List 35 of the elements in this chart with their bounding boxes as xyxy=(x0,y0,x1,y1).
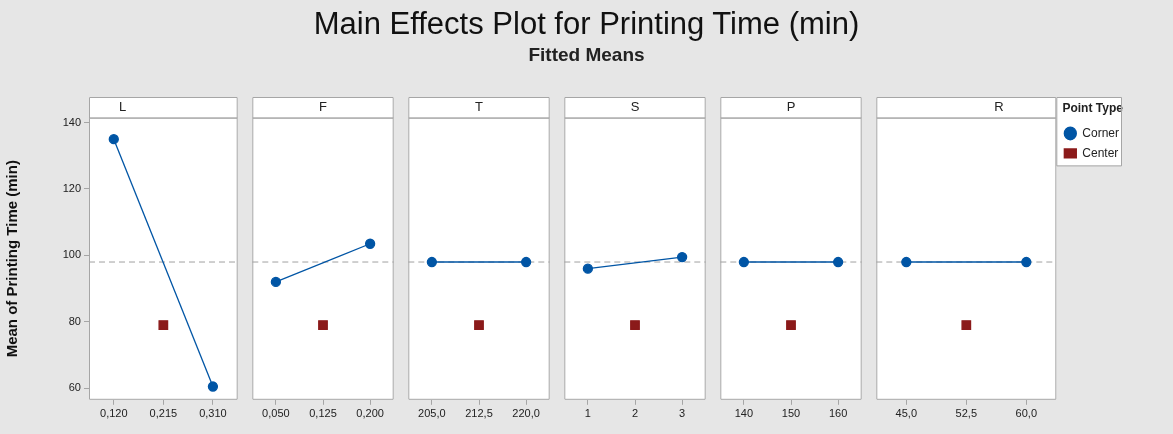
x-tick-label: 160 xyxy=(828,407,848,420)
legend-label: Corner xyxy=(1082,125,1120,140)
y-tick-label: 100 xyxy=(62,248,81,261)
text: Main Effects Plot for Printing Time (min) xyxy=(312,6,861,42)
y-tick-label: 80 xyxy=(68,314,81,327)
y-tick-label: 140 xyxy=(62,115,81,128)
x-tick-label: 2 xyxy=(631,407,639,420)
x-tick-label: 0,310 xyxy=(199,407,227,420)
x-tick-label: 0,200 xyxy=(356,407,384,420)
x-tick-label: 0,120 xyxy=(100,407,128,420)
chart-title: R xyxy=(994,99,1004,115)
x-tick-label: 0,050 xyxy=(262,407,290,420)
x-tick-label: 3 xyxy=(679,407,686,420)
legend-label: Center xyxy=(1082,145,1119,160)
x-tick-label: 60,0 xyxy=(1015,407,1038,420)
y-tick-label: 60 xyxy=(68,381,81,394)
chart-title: T xyxy=(475,99,484,115)
x-tick-label: 0,125 xyxy=(309,407,337,420)
x-tick-label: 150 xyxy=(781,407,801,420)
x-tick-label: 220,0 xyxy=(512,407,540,420)
x-tick-label: 1 xyxy=(584,407,591,420)
x-tick-label: 45,0 xyxy=(895,407,918,420)
x-tick-label: 52,5 xyxy=(955,407,978,420)
chart-title: F xyxy=(319,99,328,115)
text: Fitted Means xyxy=(527,43,646,67)
x-tick-label: 0,215 xyxy=(149,407,178,420)
y-tick-label: 120 xyxy=(62,182,81,195)
x-tick-label: 212,5 xyxy=(465,407,493,420)
x-tick-label: 205,0 xyxy=(418,407,446,420)
y-axis-title: Mean of Printing Time (min) xyxy=(3,160,21,358)
legend-title: Point Type xyxy=(1062,101,1124,116)
chart-title: L xyxy=(118,99,127,115)
chart-title: S xyxy=(630,99,640,115)
chart-title: P xyxy=(786,99,796,115)
x-tick-label: 140 xyxy=(734,407,754,420)
